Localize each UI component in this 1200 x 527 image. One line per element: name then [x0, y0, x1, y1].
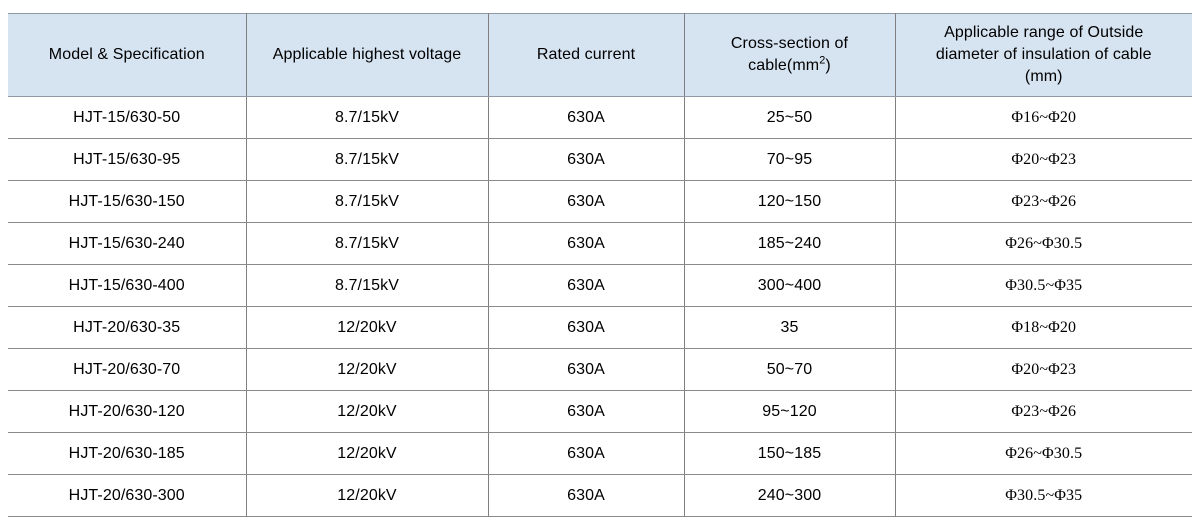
cell-outside-diameter: Φ20~Φ23 — [894, 348, 1192, 391]
cell-model: HJT-20/630-35 — [8, 306, 247, 349]
cell-rated-current: 630A — [487, 432, 685, 475]
column-header-outside-diameter-range: Applicable range of Outside diameter of … — [894, 13, 1192, 97]
cell-rated-current: 630A — [487, 222, 685, 265]
cell-outside-diameter: Φ26~Φ30.5 — [894, 432, 1192, 475]
table-row: HJT-20/630-185 12/20kV 630A 150~185 Φ26~Φ30.… — [8, 432, 1192, 475]
cell-applicable-highest-voltage: 8.7/15kV — [245, 222, 489, 265]
table-row: HJT-15/630-240 8.7/15kV 630A 185~240 Φ26~Φ30… — [8, 222, 1192, 265]
table-row: HJT-15/630-150 8.7/15kV 630A 120~150 Φ23~Φ26 — [8, 180, 1192, 223]
cell-model: HJT-20/630-300 — [8, 474, 247, 517]
cell-cross-section: 25~50 — [683, 96, 896, 139]
cell-applicable-highest-voltage: 12/20kV — [245, 348, 489, 391]
cell-model: HJT-15/630-50 — [8, 96, 247, 139]
cell-cross-section: 35 — [683, 306, 896, 349]
cell-model: HJT-15/630-240 — [8, 222, 247, 265]
cell-rated-current: 630A — [487, 474, 685, 517]
table-header-row: Model & Specification Applicable highest… — [8, 13, 1192, 97]
column-header-applicable-highest-voltage-label: Applicable highest voltage — [272, 46, 462, 63]
table-row: HJT-15/630-50 8.7/15kV 630A 25~50 Φ16~Φ20 — [8, 96, 1192, 139]
cell-model: HJT-20/630-70 — [8, 348, 247, 391]
cell-outside-diameter: Φ20~Φ23 — [894, 138, 1192, 181]
cell-cross-section: 300~400 — [683, 264, 896, 307]
cell-cross-section: 70~95 — [683, 138, 896, 181]
cell-applicable-highest-voltage: 8.7/15kV — [245, 180, 489, 223]
cross-section-superscript: 2 — [819, 54, 826, 67]
cell-model: HJT-15/630-95 — [8, 138, 247, 181]
column-header-model-specification: Model & Specification — [8, 13, 247, 97]
cross-section-line-1: Cross-section of — [730, 35, 849, 52]
cell-rated-current: 630A — [487, 390, 685, 433]
cross-section-unit-suffix: ) — [825, 57, 831, 74]
cell-outside-diameter: Φ18~Φ20 — [894, 306, 1192, 349]
table-row: HJT-15/630-400 8.7/15kV 630A 300~400 Φ30.5~Φ… — [8, 264, 1192, 307]
table-header: Model & Specification Applicable highest… — [8, 13, 1192, 97]
cell-applicable-highest-voltage: 12/20kV — [245, 390, 489, 433]
cell-applicable-highest-voltage: 8.7/15kV — [245, 96, 489, 139]
table-row: HJT-15/630-95 8.7/15kV 630A 70~95 Φ20~Φ23 — [8, 138, 1192, 181]
cable-specification-table: Model & Specification Applicable highest… — [8, 13, 1192, 517]
cell-outside-diameter: Φ26~Φ30.5 — [894, 222, 1192, 265]
cell-cross-section: 185~240 — [683, 222, 896, 265]
cell-applicable-highest-voltage: 12/20kV — [245, 474, 489, 517]
table-row: HJT-20/630-35 12/20kV 630A 35 Φ18~Φ20 — [8, 306, 1192, 349]
cell-outside-diameter: Φ16~Φ20 — [894, 96, 1192, 139]
outside-diameter-line-2: diameter of insulation of cable — [935, 46, 1152, 63]
table-row: HJT-20/630-120 12/20kV 630A 95~120 Φ23~Φ26 — [8, 390, 1192, 433]
column-header-model-specification-label: Model & Specification — [48, 46, 205, 63]
outside-diameter-line-3: (mm) — [1024, 68, 1063, 85]
cell-applicable-highest-voltage: 8.7/15kV — [245, 264, 489, 307]
cell-model: HJT-15/630-400 — [8, 264, 247, 307]
cell-model: HJT-20/630-120 — [8, 390, 247, 433]
cell-model: HJT-15/630-150 — [8, 180, 247, 223]
cell-model: HJT-20/630-185 — [8, 432, 247, 475]
table-row: HJT-20/630-70 12/20kV 630A 50~70 Φ20~Φ23 — [8, 348, 1192, 391]
cell-outside-diameter: Φ30.5~Φ35 — [894, 474, 1192, 517]
cell-rated-current: 630A — [487, 264, 685, 307]
cell-cross-section: 120~150 — [683, 180, 896, 223]
cell-outside-diameter: Φ30.5~Φ35 — [894, 264, 1192, 307]
cell-rated-current: 630A — [487, 96, 685, 139]
cell-rated-current: 630A — [487, 138, 685, 181]
table-row: HJT-20/630-300 12/20kV 630A 240~300 Φ30.5~Φ3… — [8, 474, 1192, 517]
cell-cross-section: 240~300 — [683, 474, 896, 517]
column-header-applicable-highest-voltage: Applicable highest voltage — [245, 13, 489, 97]
column-header-rated-current: Rated current — [487, 13, 685, 97]
cell-rated-current: 630A — [487, 180, 685, 223]
cross-section-unit-prefix: cable(mm — [748, 57, 820, 74]
column-header-rated-current-label: Rated current — [536, 46, 636, 63]
column-header-cross-section-of-cable: Cross-section of cable(mm2) — [683, 13, 896, 97]
cell-outside-diameter: Φ23~Φ26 — [894, 390, 1192, 433]
cell-rated-current: 630A — [487, 306, 685, 349]
cell-outside-diameter: Φ23~Φ26 — [894, 180, 1192, 223]
cell-rated-current: 630A — [487, 348, 685, 391]
cell-applicable-highest-voltage: 8.7/15kV — [245, 138, 489, 181]
cross-section-line-2: cable(mm2) — [691, 55, 889, 77]
outside-diameter-line-1: Applicable range of Outside — [944, 24, 1144, 41]
table-body: HJT-15/630-50 8.7/15kV 630A 25~50 Φ16~Φ20 HJT… — [8, 96, 1192, 517]
cell-cross-section: 150~185 — [683, 432, 896, 475]
cell-cross-section: 95~120 — [683, 390, 896, 433]
cell-applicable-highest-voltage: 12/20kV — [245, 306, 489, 349]
cell-cross-section: 50~70 — [683, 348, 896, 391]
cell-applicable-highest-voltage: 12/20kV — [245, 432, 489, 475]
